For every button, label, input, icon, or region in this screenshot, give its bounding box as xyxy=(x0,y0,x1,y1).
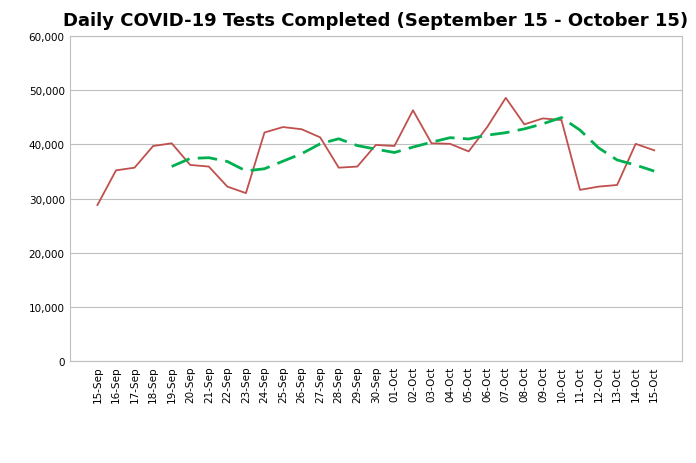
Title: Daily COVID-19 Tests Completed (September 15 - October 15): Daily COVID-19 Tests Completed (Septembe… xyxy=(63,12,688,30)
